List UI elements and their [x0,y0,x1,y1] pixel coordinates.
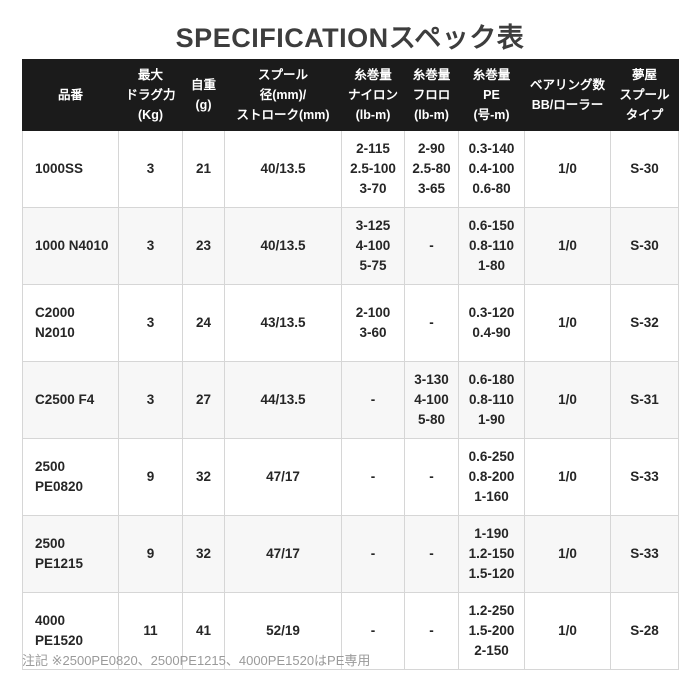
cell-pe: 0.6-150 0.8-110 1-80 [458,207,525,285]
cell-nylon: 3-125 4-100 5-75 [341,207,405,285]
cell-weight: 27 [182,361,225,439]
cell-fluoro: - [404,207,459,285]
cell-drag: 3 [118,130,183,208]
col-header-weight: 自重 (g) [182,59,225,131]
table-row: 2500 PE1215 9 32 47/17 - - 1-190 1.2-150… [22,515,679,593]
cell-drag: 3 [118,207,183,285]
col-header-nylon: 糸巻量 ナイロン (lb-m) [341,59,405,131]
cell-model: 2500 PE0820 [22,438,119,516]
cell-nylon: - [341,515,405,593]
cell-model: 2500 PE1215 [22,515,119,593]
cell-yumeya: S-30 [610,207,679,285]
cell-bearings: 1/0 [524,130,611,208]
cell-weight: 41 [182,592,225,670]
cell-nylon: - [341,361,405,439]
cell-pe: 0.6-180 0.8-110 1-90 [458,361,525,439]
cell-spool: 47/17 [224,515,342,593]
footnote: 注記 ※2500PE0820、2500PE1215、4000PE1520はPE専… [22,653,371,668]
page-title-en: SPECIFICATION [175,23,389,53]
cell-drag: 3 [118,361,183,439]
cell-drag: 11 [118,592,183,670]
cell-nylon: - [341,438,405,516]
cell-drag: 3 [118,284,183,362]
cell-weight: 32 [182,438,225,516]
table-row: 4000 PE1520 11 41 52/19 - - 1.2-250 1.5-… [22,592,679,670]
cell-bearings: 1/0 [524,592,611,670]
cell-fluoro: - [404,284,459,362]
table-row: 1000 N4010 3 23 40/13.5 3-125 4-100 5-75… [22,207,679,285]
cell-fluoro: 2-90 2.5-80 3-65 [404,130,459,208]
cell-pe: 1-190 1.2-150 1.5-120 [458,515,525,593]
cell-model: 1000SS [22,130,119,208]
page-title: SPECIFICATIONスペック表 [0,0,700,54]
cell-weight: 21 [182,130,225,208]
cell-pe: 0.3-120 0.4-90 [458,284,525,362]
cell-model: C2500 F4 [22,361,119,439]
cell-yumeya: S-33 [610,438,679,516]
cell-spool: 40/13.5 [224,207,342,285]
table-row: 1000SS 3 21 40/13.5 2-115 2.5-100 3-70 2… [22,130,679,208]
cell-pe: 0.6-250 0.8-200 1-160 [458,438,525,516]
cell-spool: 44/13.5 [224,361,342,439]
col-header-yumeya: 夢屋 スプール タイプ [610,59,679,131]
cell-yumeya: S-33 [610,515,679,593]
cell-yumeya: S-30 [610,130,679,208]
cell-drag: 9 [118,515,183,593]
spec-table: 品番 最大 ドラグ力 (Kg) 自重 (g) スプール 径(mm)/ ストローク… [22,59,679,670]
header-row: 品番 最大 ドラグ力 (Kg) 自重 (g) スプール 径(mm)/ ストローク… [22,59,679,131]
cell-model: 1000 N4010 [22,207,119,285]
cell-nylon: 2-100 3-60 [341,284,405,362]
cell-fluoro: 3-130 4-100 5-80 [404,361,459,439]
cell-pe: 0.3-140 0.4-100 0.6-80 [458,130,525,208]
cell-bearings: 1/0 [524,361,611,439]
cell-spool: 40/13.5 [224,130,342,208]
cell-nylon: 2-115 2.5-100 3-70 [341,130,405,208]
page-title-ja: スペック表 [388,23,525,53]
cell-weight: 23 [182,207,225,285]
cell-bearings: 1/0 [524,284,611,362]
table-row: C2000 N2010 3 24 43/13.5 2-100 3-60 - 0.… [22,284,679,362]
spec-table-header: 品番 最大 ドラグ力 (Kg) 自重 (g) スプール 径(mm)/ ストローク… [22,59,679,131]
cell-fluoro: - [404,592,459,670]
cell-spool: 52/19 [224,592,342,670]
table-row: 2500 PE0820 9 32 47/17 - - 0.6-250 0.8-2… [22,438,679,516]
cell-yumeya: S-28 [610,592,679,670]
col-header-fluoro: 糸巻量 フロロ (lb-m) [404,59,459,131]
table-row: C2500 F4 3 27 44/13.5 - 3-130 4-100 5-80… [22,361,679,439]
cell-pe: 1.2-250 1.5-200 2-150 [458,592,525,670]
col-header-pe: 糸巻量 PE (号-m) [458,59,525,131]
cell-weight: 32 [182,515,225,593]
cell-bearings: 1/0 [524,207,611,285]
cell-spool: 43/13.5 [224,284,342,362]
cell-nylon: - [341,592,405,670]
cell-fluoro: - [404,515,459,593]
cell-drag: 9 [118,438,183,516]
col-header-bearings: ベアリング数 BB/ローラー [524,59,611,131]
cell-weight: 24 [182,284,225,362]
cell-yumeya: S-31 [610,361,679,439]
cell-fluoro: - [404,438,459,516]
col-header-model: 品番 [22,59,119,131]
cell-yumeya: S-32 [610,284,679,362]
spec-table-body: 1000SS 3 21 40/13.5 2-115 2.5-100 3-70 2… [22,130,679,670]
cell-model: C2000 N2010 [22,284,119,362]
col-header-drag: 最大 ドラグ力 (Kg) [118,59,183,131]
cell-model: 4000 PE1520 [22,592,119,670]
cell-bearings: 1/0 [524,515,611,593]
cell-spool: 47/17 [224,438,342,516]
cell-bearings: 1/0 [524,438,611,516]
col-header-spool: スプール 径(mm)/ ストローク(mm) [224,59,342,131]
